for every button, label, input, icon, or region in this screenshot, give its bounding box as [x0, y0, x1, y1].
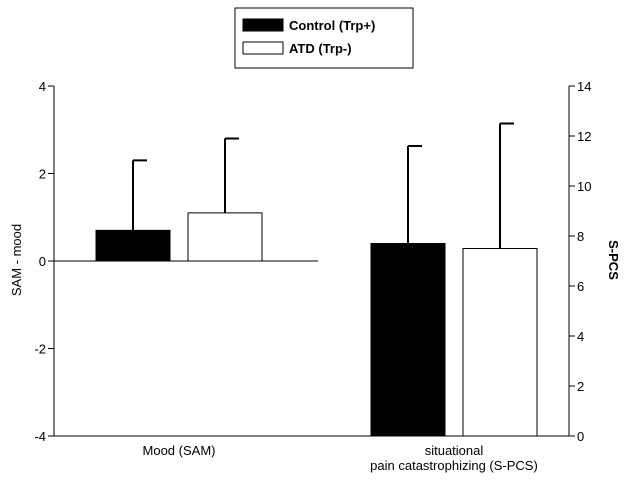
chart-marks: 4 2 0 -2 -4 14 12 10 8 6 4 2 0 Mood (SAM) situationalp…: [34, 79, 591, 473]
left-axis-tick-label: -2: [34, 342, 46, 357]
legend-label-atd: ATD (Trp-): [289, 41, 352, 56]
bar: [187, 212, 263, 262]
right-axis-tick-label: 12: [577, 129, 591, 144]
category-label: Mood (SAM): [143, 443, 216, 458]
legend-swatch-atd: [242, 41, 284, 55]
left-axis-tick-label: -4: [34, 429, 46, 444]
left-axis-tick-label: 4: [39, 79, 46, 94]
bar: [370, 243, 446, 437]
bar: [95, 229, 171, 262]
left-axis-tick-label: 2: [39, 167, 46, 182]
right-axis-tick-label: 14: [577, 79, 591, 94]
right-axis-tick-label: 4: [577, 329, 584, 344]
legend-box: [234, 7, 414, 69]
category-label: situational: [425, 443, 484, 458]
right-axis-tick-label: 8: [577, 229, 584, 244]
legend-label-control: Control (Trp+): [289, 18, 375, 33]
legend-swatch-control: [242, 18, 284, 32]
left-axis-title: SAM - mood: [9, 224, 24, 296]
right-axis-tick-label: 10: [577, 179, 591, 194]
category-label: pain catastrophizing (S-PCS): [370, 458, 538, 473]
right-axis-tick-label: 0: [577, 429, 584, 444]
right-axis-title: S-PCS: [606, 240, 621, 280]
bar: [462, 248, 538, 437]
right-axis-tick-label: 6: [577, 279, 584, 294]
right-axis-tick-label: 2: [577, 379, 584, 394]
left-axis-tick-label: 0: [39, 254, 46, 269]
legend: Control (Trp+) ATD (Trp-): [234, 7, 414, 69]
